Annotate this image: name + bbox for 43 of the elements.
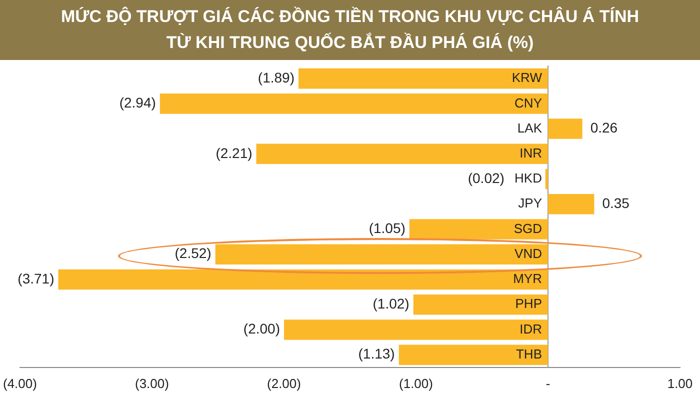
x-tick-label: (4.00) — [2, 376, 37, 391]
y-tick-label: MYR — [513, 271, 542, 286]
y-tick-label: IDR — [520, 321, 542, 336]
bar — [298, 68, 548, 89]
data-label: (2.21) — [216, 144, 252, 161]
data-label: 0.35 — [602, 195, 630, 211]
bar — [548, 118, 582, 139]
data-label: (1.05) — [368, 220, 406, 236]
y-tick-label: KRW — [512, 70, 543, 86]
bar — [160, 94, 548, 114]
y-tick-label: CNY — [514, 95, 542, 110]
y-tick-label: VND — [514, 246, 542, 261]
y-tick-label: LAK — [517, 120, 542, 136]
y-tick-label: INR — [520, 145, 542, 160]
data-label: (1.02) — [372, 295, 410, 312]
y-tick-label: JPY — [518, 196, 542, 211]
bar — [413, 294, 548, 315]
data-label: (3.71) — [18, 270, 54, 286]
data-label: (2.94) — [119, 94, 156, 111]
bar — [256, 144, 548, 164]
data-label: (2.00) — [243, 320, 280, 337]
y-tick-label: PHP — [515, 296, 542, 312]
bar — [548, 194, 594, 214]
bar — [409, 219, 548, 240]
bar — [215, 244, 548, 265]
y-tick-label: HKD — [514, 170, 542, 186]
x-tick-label: (1.00) — [399, 376, 433, 391]
y-tick-label: SGD — [514, 220, 542, 236]
data-label: (1.13) — [358, 346, 395, 362]
data-label: (0.02) — [468, 170, 504, 186]
x-tick-label: (3.00) — [135, 376, 169, 391]
x-tick-label: 1.00 — [667, 376, 693, 391]
data-label: 0.26 — [590, 120, 618, 136]
bar — [398, 344, 548, 365]
y-tick-label: THB — [516, 346, 542, 362]
chart-title: MỨC ĐỘ TRƯỢT GIÁ CÁC ĐỒNG TIỀN TRONG KHU VỰC CHÂU Á TÍNH TỪ KHI TRUNG QUỐC BẮT ĐẦU PHÁ GIÁ (%) — [0, 0, 700, 60]
data-label: (2.52) — [174, 245, 212, 262]
bar — [284, 320, 548, 340]
x-tick-label: - — [546, 376, 550, 391]
x-tick-label: (2.00) — [267, 376, 301, 391]
bar — [545, 168, 548, 190]
bar — [58, 269, 548, 290]
data-label: (1.89) — [258, 69, 295, 86]
